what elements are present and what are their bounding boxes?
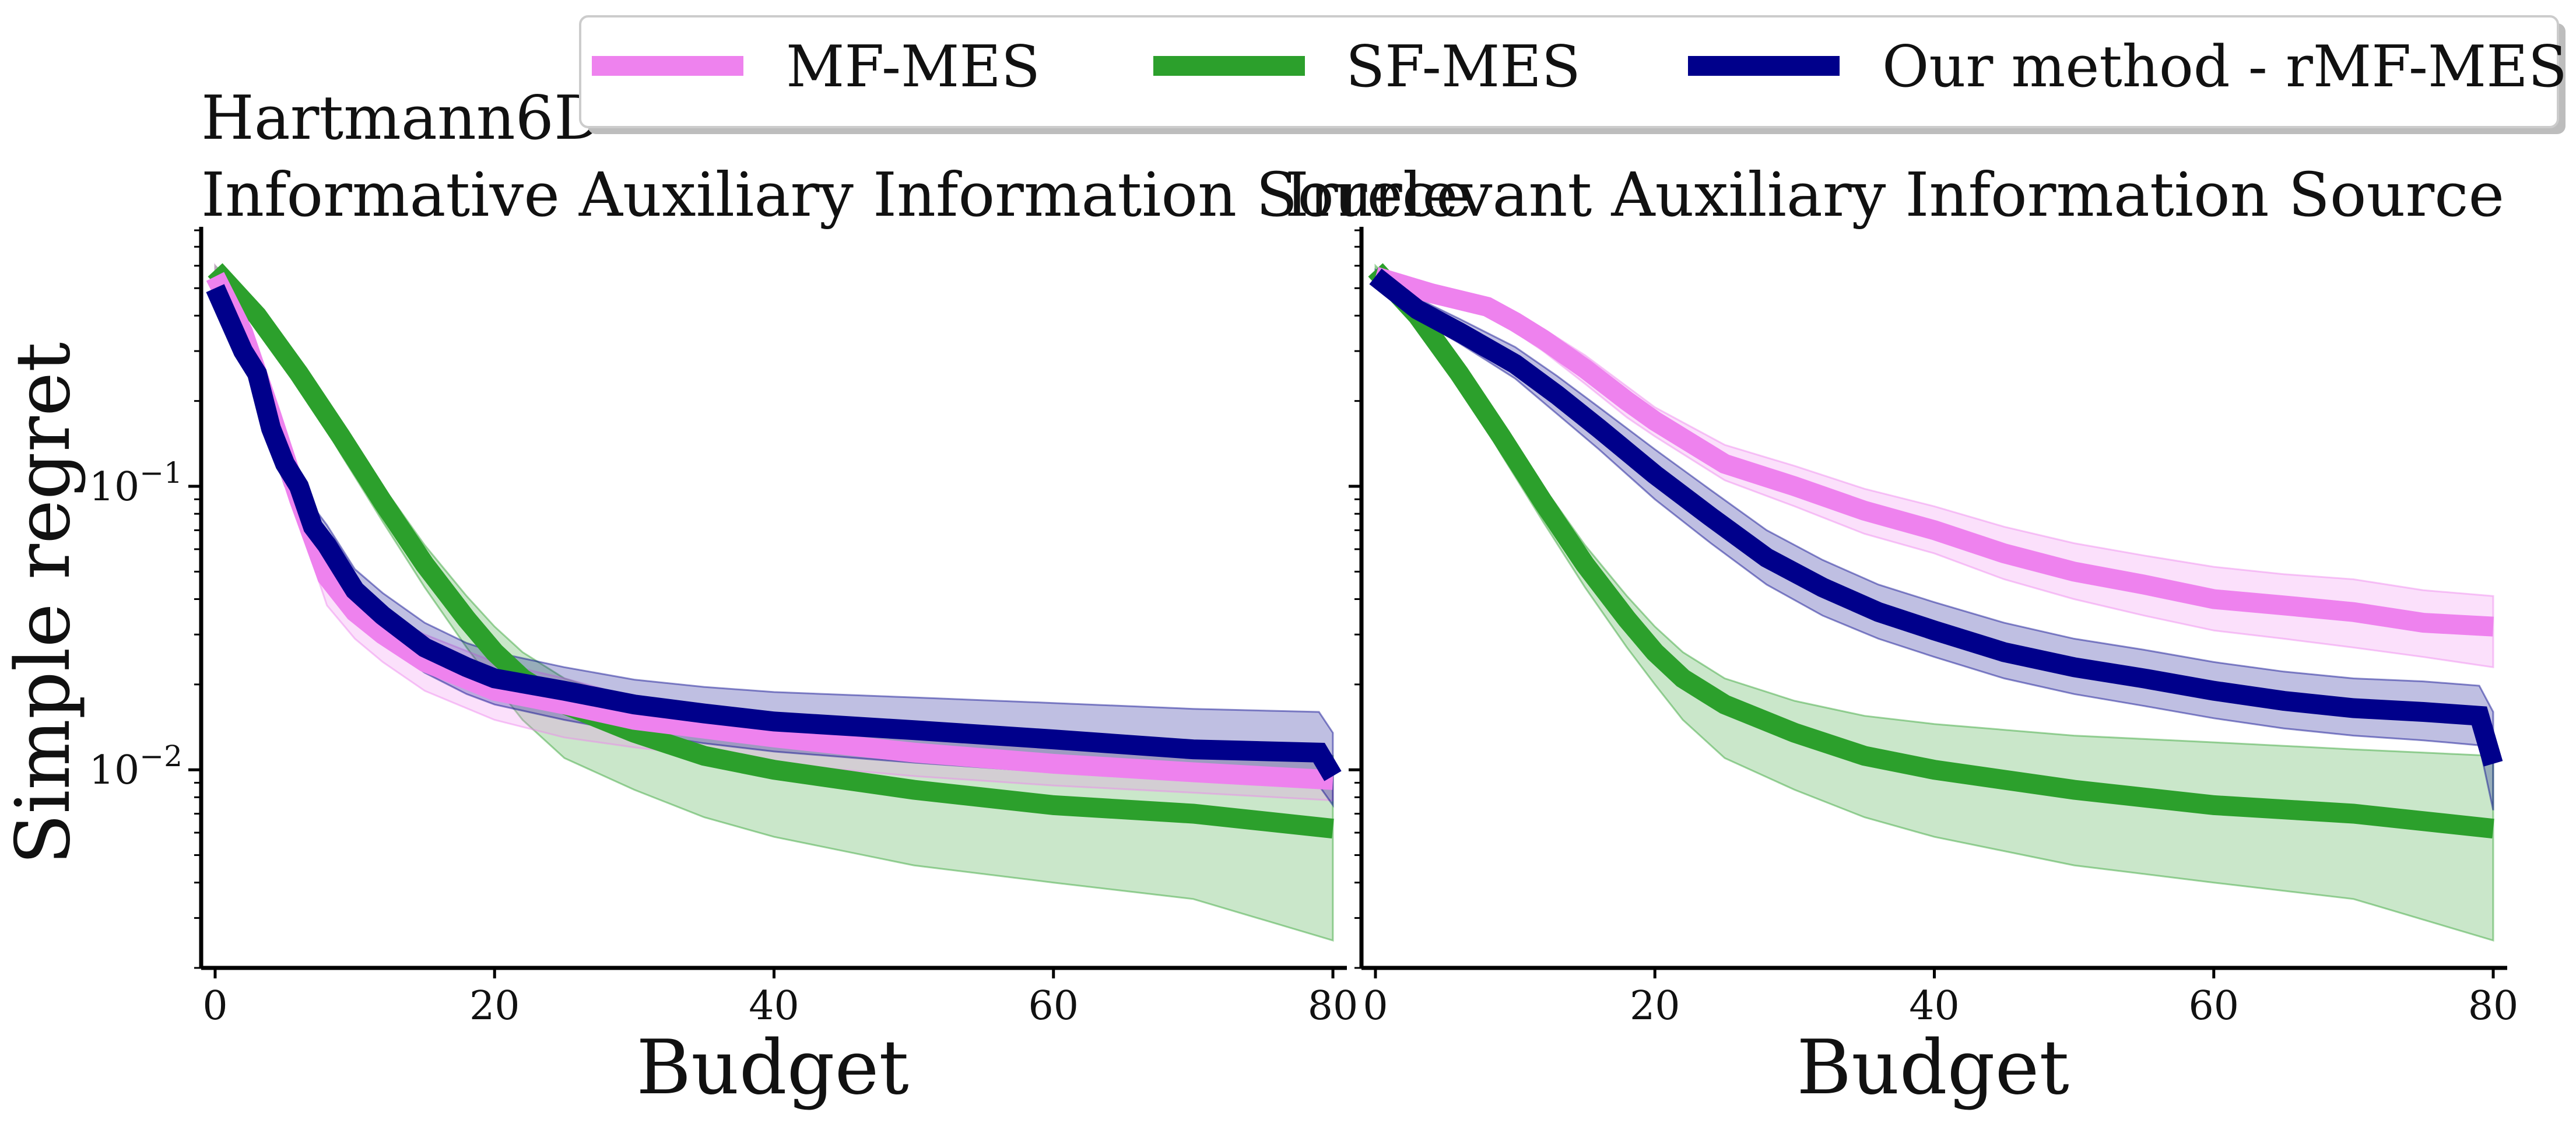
x-tick-label: 60 bbox=[2189, 983, 2240, 1029]
panel-irrelevant: Irrelevant Auxiliary Information Source … bbox=[1285, 159, 2518, 1111]
legend-frame bbox=[579, 15, 2559, 128]
series-group bbox=[206, 262, 1342, 942]
panel-1-title: Informative Auxiliary Information Source bbox=[201, 159, 1472, 230]
x-tick-label: 80 bbox=[2468, 983, 2519, 1029]
x-tick-label: 60 bbox=[1029, 983, 1079, 1029]
legend-label-rmf-mes: Our method - rMF-MES bbox=[1882, 34, 2567, 100]
legend-label-sf-mes: SF-MES bbox=[1346, 34, 1581, 100]
panel-1-xlabel: Budget bbox=[636, 1024, 909, 1111]
x-tick-label: 40 bbox=[1909, 983, 1960, 1029]
panel-informative: Hartmann6D Informative Auxiliary Informa… bbox=[0, 82, 1472, 1111]
x-tick-label: 20 bbox=[1630, 983, 1680, 1029]
line-our-method-rmf-mes bbox=[206, 284, 1342, 781]
panel-2-xlabel: Budget bbox=[1796, 1024, 2069, 1111]
y-tick-label: 10−2 bbox=[89, 739, 183, 794]
plot-area-1: 0 20 40 60 80 10−2 10−1 bbox=[89, 227, 1359, 1029]
x-tick-label: 80 bbox=[1308, 983, 1359, 1029]
band-sf-mes bbox=[1374, 264, 2494, 942]
line-mf-mes bbox=[1373, 266, 2494, 637]
x-tick-label: 40 bbox=[749, 983, 799, 1029]
band-our-method-rmf-mes bbox=[1374, 268, 2494, 810]
band-mf-mes bbox=[1374, 268, 2494, 669]
plot-area-2: 0 20 40 60 80 bbox=[1349, 227, 2518, 1029]
x-tick-label: 20 bbox=[469, 983, 520, 1029]
series-group bbox=[1368, 263, 2503, 942]
legend: MF-MES SF-MES Our method - rMF-MES bbox=[579, 15, 2567, 134]
y-axis-label: Simple regret bbox=[0, 342, 87, 865]
legend-label-mf-mes: MF-MES bbox=[786, 34, 1040, 100]
line-sf-mes bbox=[1368, 263, 2494, 839]
x-tick-label: 0 bbox=[1363, 983, 1388, 1029]
panel-2-title: Irrelevant Auxiliary Information Source bbox=[1285, 159, 2504, 230]
figure-suptitle: Hartmann6D bbox=[201, 82, 602, 153]
y-tick-label: 10−1 bbox=[89, 456, 183, 510]
x-tick-label: 0 bbox=[202, 983, 227, 1029]
line-our-method-rmf-mes bbox=[1369, 268, 2503, 767]
